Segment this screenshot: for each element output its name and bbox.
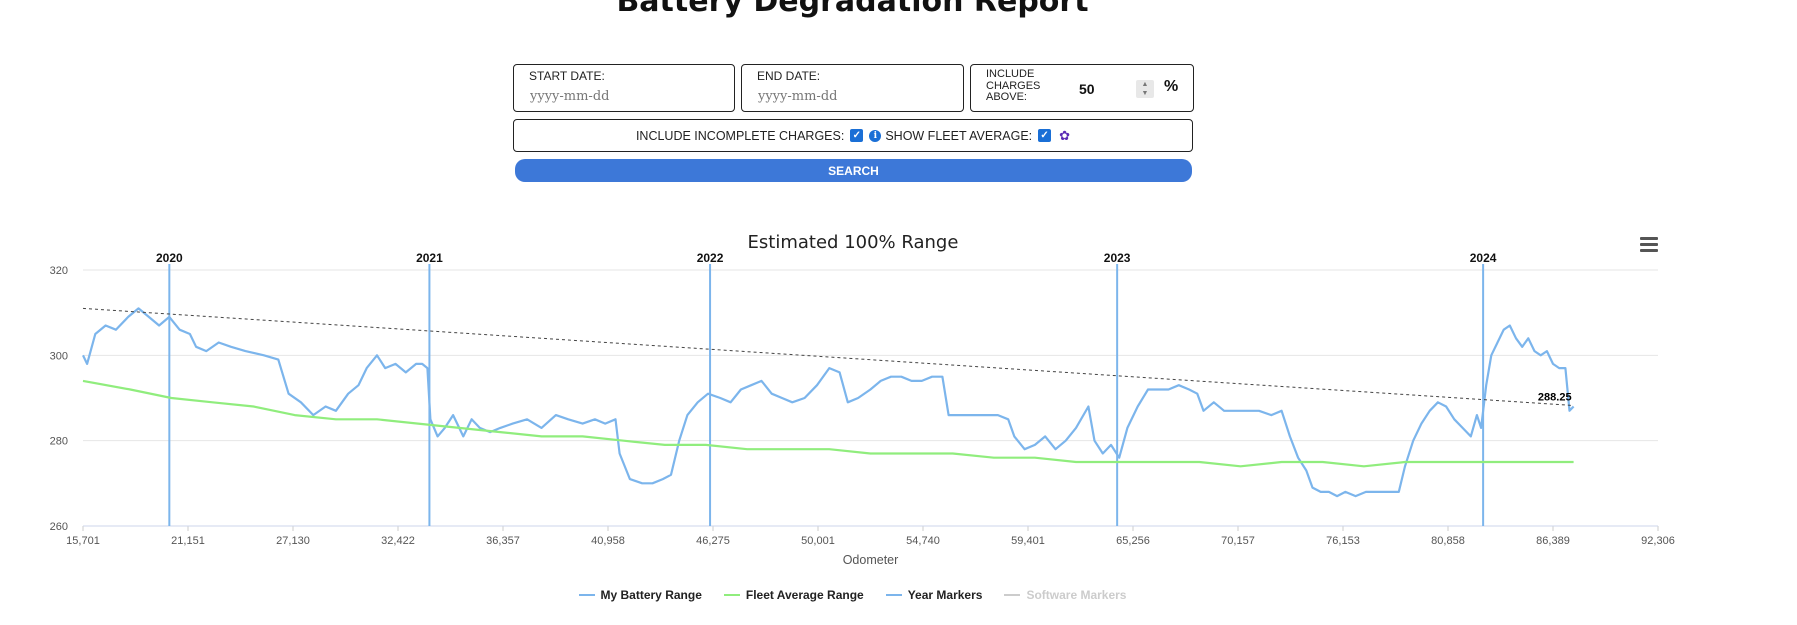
x-tick-label: 76,153 — [1326, 535, 1360, 547]
year-marker-label: 2024 — [1470, 251, 1497, 265]
series-line-trend — [82, 307, 1574, 406]
legend-swatch — [723, 594, 740, 596]
end-date-input[interactable] — [758, 87, 948, 105]
y-tick-label: 320 — [50, 265, 68, 277]
end-date-field[interactable]: END DATE: — [741, 64, 964, 112]
stepper-up-icon[interactable]: ▲ — [1141, 81, 1149, 88]
show-fleet-average-label: SHOW FLEET AVERAGE: — [885, 128, 1033, 143]
x-tick-label: 59,401 — [1011, 535, 1045, 547]
legend-swatch — [885, 594, 902, 596]
legend-label: My Battery Range — [600, 588, 702, 602]
y-tick-label: 260 — [50, 521, 68, 533]
range-chart: Estimated 100% Range 260 280 300 320 15,701 21… — [50, 232, 1675, 567]
y-tick-label: 280 — [50, 436, 68, 448]
x-tick-label: 54,740 — [906, 535, 940, 547]
hamburger-menu-icon[interactable] — [1640, 237, 1658, 253]
page-title: Battery Degradation Report — [616, 0, 1089, 19]
checkmark-icon: ✓ — [852, 130, 862, 141]
options-row: INCLUDE INCOMPLETE CHARGES: ✓ i SHOW FLE… — [513, 119, 1193, 152]
x-tick-label: 86,389 — [1536, 535, 1570, 547]
x-tick-label: 36,357 — [486, 535, 520, 547]
x-tick-label: 80,858 — [1431, 535, 1465, 547]
trend-end-label: 288.25 — [1538, 391, 1572, 403]
start-date-input[interactable] — [530, 87, 720, 105]
x-tick-label: 92,306 — [1641, 535, 1675, 547]
checkmark-icon: ✓ — [1040, 130, 1049, 141]
include-incomplete-checkbox[interactable]: ✓ — [850, 129, 864, 142]
chart-title: Estimated 100% Range — [748, 232, 959, 253]
x-tick-label: 65,256 — [1116, 535, 1150, 547]
quantity-stepper[interactable]: ▲ ▼ — [1136, 80, 1154, 98]
gear-icon[interactable]: ✿ — [1059, 128, 1071, 143]
start-date-label: START DATE: — [529, 69, 605, 83]
legend-item[interactable]: Software Markers — [1004, 588, 1126, 602]
legend-item[interactable]: Year Markers — [885, 588, 983, 602]
x-tick-label: 21,151 — [171, 535, 205, 547]
charges-above-input[interactable]: 50 — [1079, 81, 1095, 97]
series-line-my-battery-range — [82, 307, 1575, 498]
stepper-down-icon[interactable]: ▼ — [1141, 90, 1149, 97]
year-marker-label: 2020 — [156, 251, 183, 265]
start-date-field[interactable]: START DATE: — [513, 64, 735, 112]
year-marker-label: 2021 — [416, 251, 443, 265]
x-tick-label: 40,958 — [591, 535, 625, 547]
search-button[interactable]: SEARCH — [515, 159, 1192, 182]
legend-label: Fleet Average Range — [745, 588, 864, 602]
x-tick-label: 27,130 — [276, 535, 310, 547]
percent-unit: % — [1164, 78, 1179, 95]
x-tick-label: 46,275 — [696, 535, 730, 547]
charges-above-label: INCLUDE CHARGES ABOVE: — [986, 68, 1041, 103]
show-fleet-average-checkbox[interactable]: ✓ — [1038, 129, 1052, 142]
x-tick-label: 70,157 — [1221, 535, 1255, 547]
end-date-label: END DATE: — [757, 69, 821, 83]
charges-above-field[interactable]: INCLUDE CHARGES ABOVE: 50 ▲ ▼ % — [970, 64, 1194, 112]
year-marker-label: 2023 — [1104, 251, 1131, 265]
include-incomplete-label: INCLUDE INCOMPLETE CHARGES: — [635, 128, 845, 143]
legend-item[interactable]: Fleet Average Range — [723, 588, 864, 602]
series-line-fleet-average-range — [82, 379, 1574, 468]
legend-label: Software Markers — [1026, 588, 1127, 602]
x-tick-label: 50,001 — [801, 535, 835, 547]
legend-swatch — [578, 594, 595, 596]
legend-label: Year Markers — [907, 588, 983, 602]
x-tick-label: 32,422 — [381, 535, 415, 547]
legend-item[interactable]: My Battery Range — [578, 588, 702, 602]
chart-legend: My Battery Range Fleet Average Range Year … — [0, 588, 1705, 602]
y-tick-label: 300 — [50, 350, 68, 362]
info-icon[interactable]: i — [869, 129, 882, 142]
legend-swatch — [1004, 594, 1021, 596]
year-marker-label: 2022 — [697, 251, 724, 265]
x-tick-label: 15,701 — [66, 535, 100, 547]
x-axis-label: Odometer — [843, 553, 899, 567]
